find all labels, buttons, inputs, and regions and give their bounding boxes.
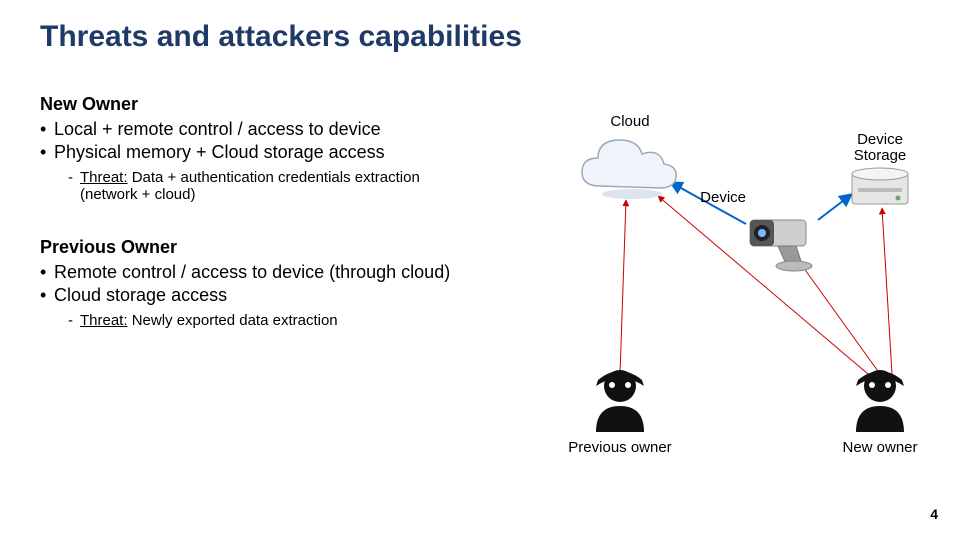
threat-text: Newly exported data extraction xyxy=(132,312,338,329)
storage-label-1: Device xyxy=(857,131,903,148)
cloud-label: Cloud xyxy=(610,113,649,130)
arrows xyxy=(620,182,892,374)
arrow-device-to-storage xyxy=(818,194,852,220)
threat-diagram: Cloud Device Device Storage xyxy=(550,108,950,468)
previous-owner-label: Previous owner xyxy=(568,439,671,456)
device-label: Device xyxy=(700,189,746,206)
threat-item: Threat: Newly exported data extraction xyxy=(68,312,460,329)
arrow-prev_owner-to-cloud xyxy=(620,200,626,374)
new-owner-label: New owner xyxy=(842,439,917,456)
arrow-new_owner-to-device xyxy=(798,260,880,374)
storage-icon xyxy=(852,168,908,204)
threat-label: Threat: xyxy=(80,169,128,186)
arrow-new_owner-to-storage xyxy=(882,208,892,374)
new-owner-icon xyxy=(856,370,904,432)
threat-label: Threat: xyxy=(80,312,128,329)
device-icon xyxy=(750,220,812,271)
threat-item: Threat: Data + authentication credential… xyxy=(68,169,460,203)
threat-text: Data + authentication credentials extrac… xyxy=(80,169,420,203)
page-title: Threats and attackers capabilities xyxy=(40,20,920,54)
cloud-icon xyxy=(582,140,676,199)
storage-label-2: Storage xyxy=(854,147,907,164)
previous-owner-icon xyxy=(596,370,644,432)
page-number: 4 xyxy=(930,506,938,522)
